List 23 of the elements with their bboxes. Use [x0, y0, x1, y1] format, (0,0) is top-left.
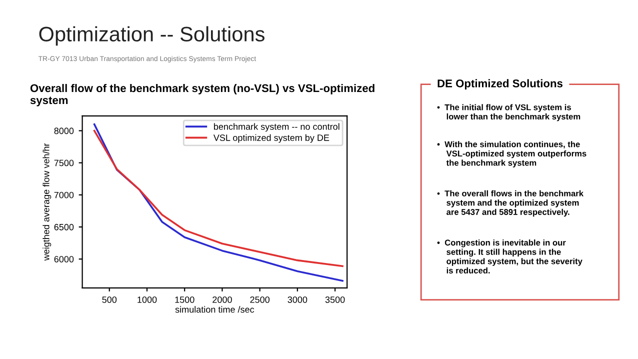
- x-tick-label: 500: [102, 296, 117, 303]
- x-tick-label: 1500: [175, 296, 194, 303]
- text: • Congestion is inevitable in our setting. It still happens in the optimized system, but the severity is reduced.: [437, 239, 582, 274]
- x-tick-label: 3000: [288, 296, 308, 303]
- y-tick-label: 6000: [54, 256, 74, 262]
- y-axis-title: weigthed average flow veh/hr: [42, 143, 52, 261]
- x-tick-label: 2000: [212, 296, 232, 303]
- x-tick-label: 2500: [250, 296, 270, 303]
- x-axis-title: simulation time /sec: [175, 306, 254, 313]
- x-tick-label: 3500: [325, 296, 345, 303]
- legend-label: VSL optimized system by DE: [213, 134, 330, 143]
- chart-title: Optimization -- Solutions: [39, 26, 264, 46]
- text: • With the simulation continues, the VSL-optimized system outperforms the benchmark system: [437, 141, 586, 168]
- legend-label: benchmark system -- no control: [214, 123, 340, 132]
- text: Overall flow of the benchmark system (no-VSL) vs VSL-optimized system: [30, 84, 374, 106]
- text: DE Optimized Solutions: [438, 79, 562, 90]
- x-tick-label: 1000: [138, 296, 157, 303]
- y-tick-label: 6500: [54, 224, 74, 230]
- y-tick-label: 8000: [54, 128, 74, 134]
- text: • The initial flow of VSL system is lower than the benchmark system: [437, 104, 580, 122]
- y-tick-label: 7000: [54, 192, 74, 198]
- text: • The overall flows in the benchmark system and the optimized system are 5437 and 5891 respectively.: [437, 190, 584, 217]
- y-tick-label: 7500: [54, 160, 74, 166]
